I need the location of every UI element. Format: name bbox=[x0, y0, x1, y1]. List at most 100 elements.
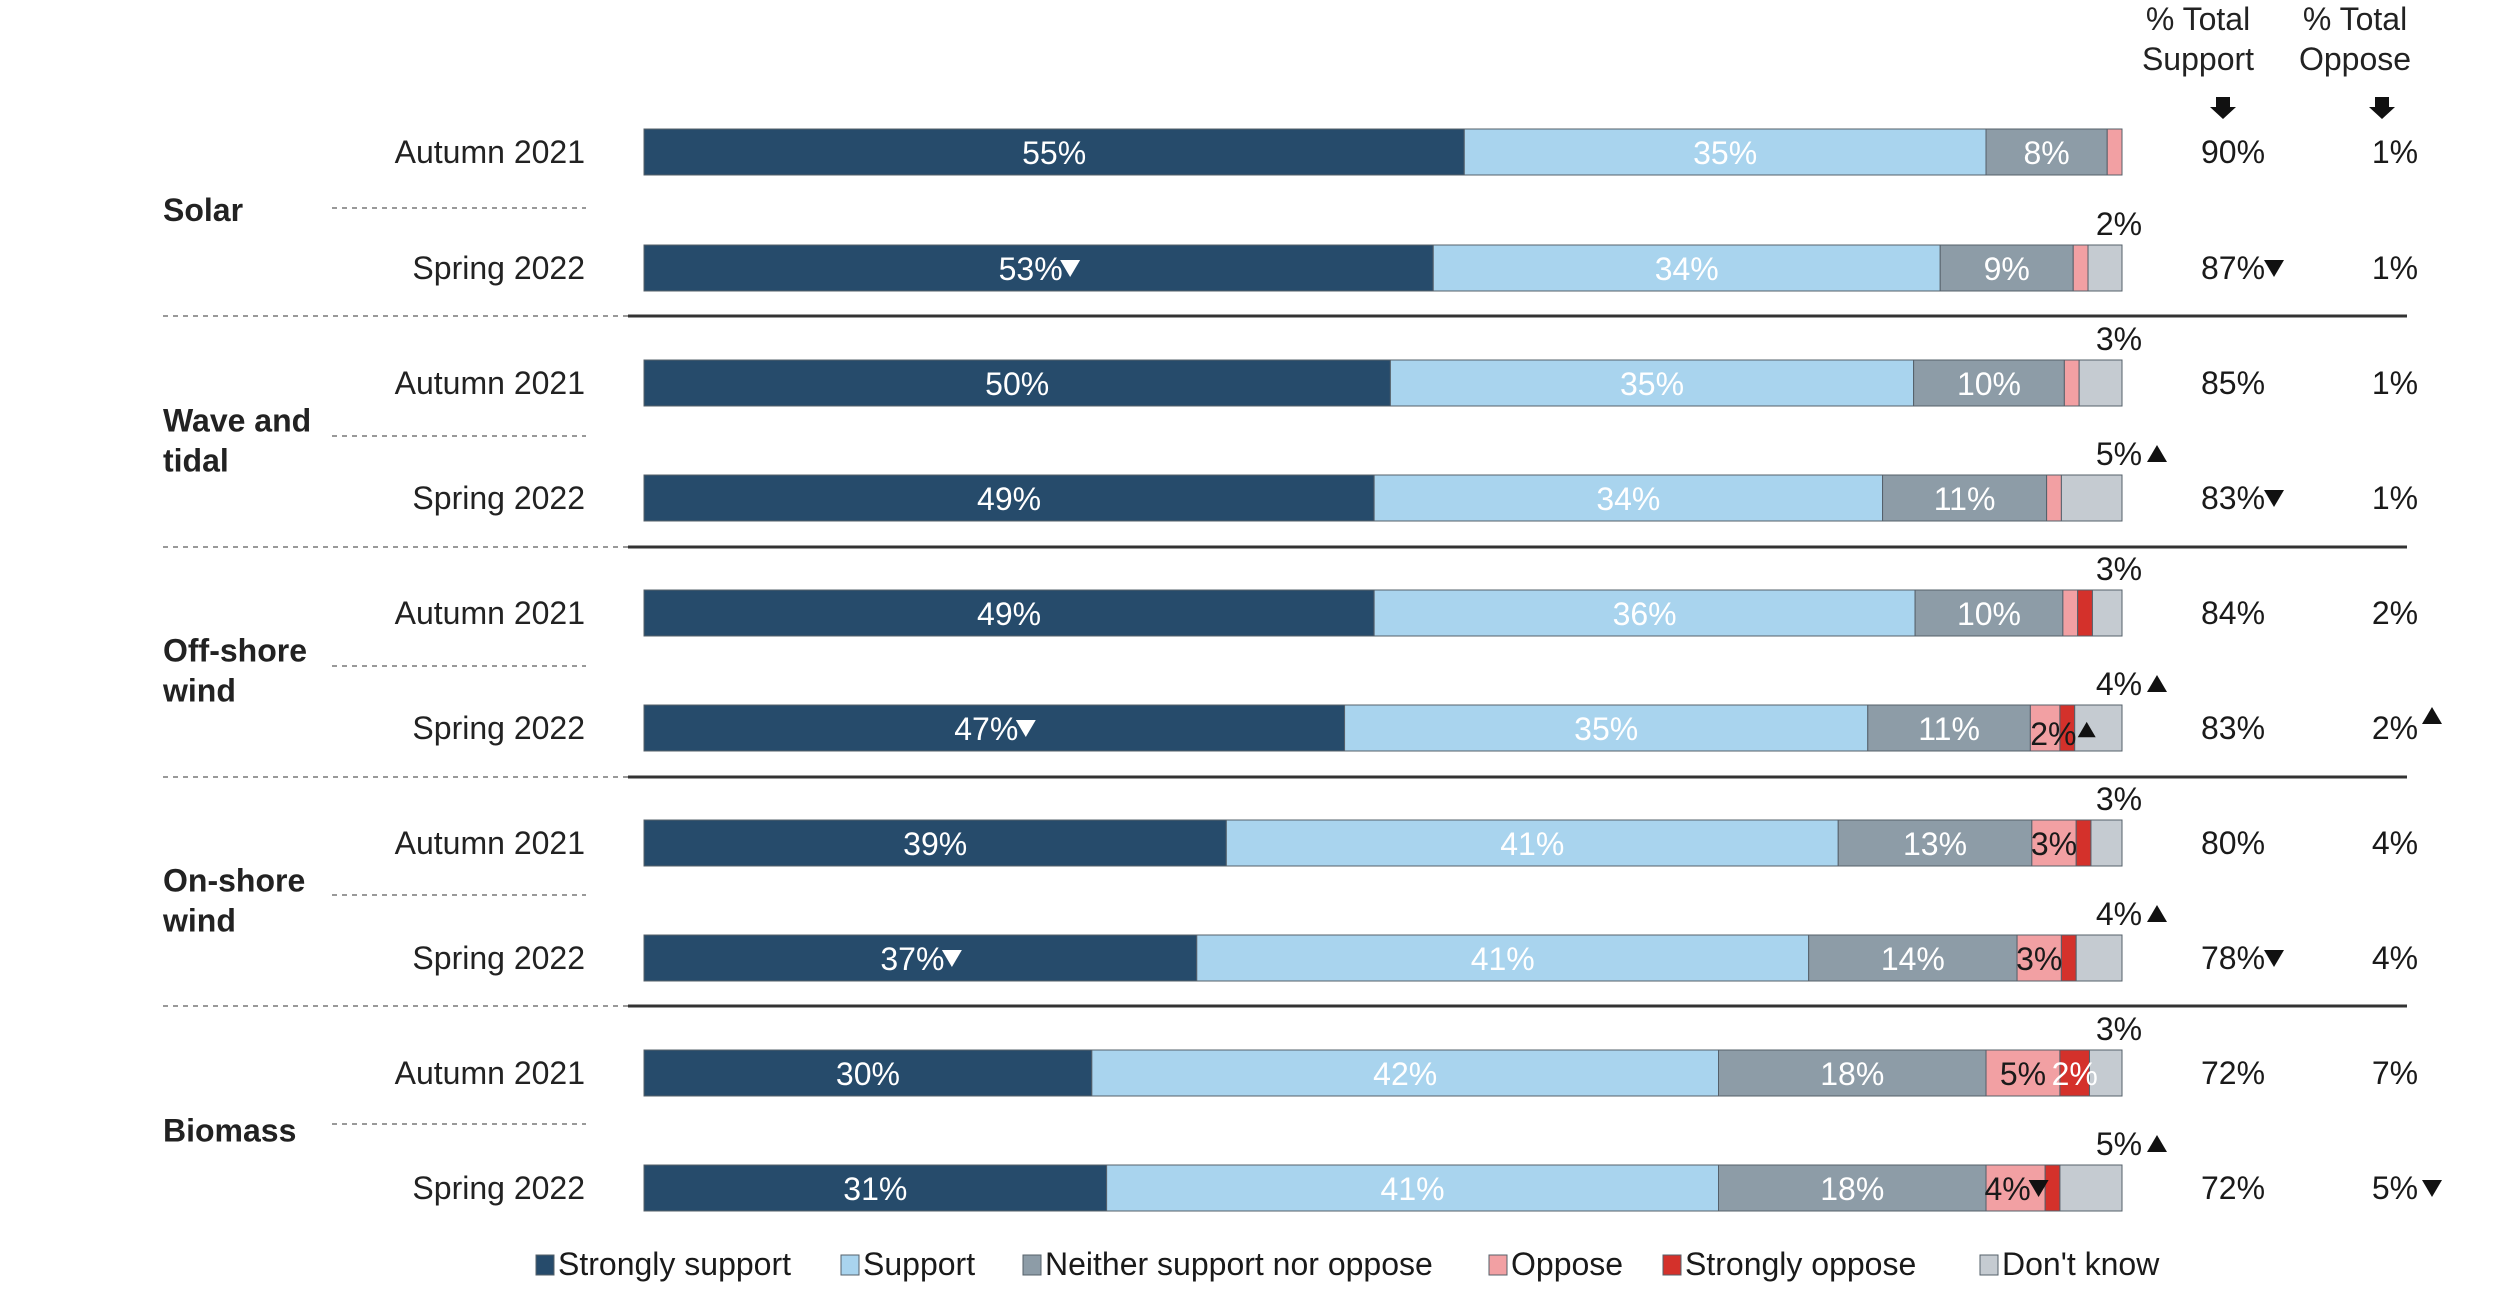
segment-label: 34% bbox=[1596, 481, 1660, 517]
segment-label: 36% bbox=[1613, 596, 1677, 632]
segment-label: 37% bbox=[880, 941, 944, 977]
legend-swatch bbox=[1022, 1254, 1042, 1276]
row-labels: Solar Autumn 2021 Spring 2022 Wave and tidal… bbox=[162, 134, 585, 1206]
bar-segment-don-t-know bbox=[2091, 589, 2123, 637]
segment-down-triangle-icon bbox=[941, 950, 962, 967]
bar-segment-neither-support-nor-oppose bbox=[1913, 359, 2065, 407]
bar-segment-oppose bbox=[2063, 359, 2080, 407]
bar-segment-strongly-support bbox=[643, 934, 1198, 982]
segment-label: 18% bbox=[1820, 1056, 1884, 1092]
legend-label: Support bbox=[863, 1246, 975, 1282]
segment-label: 49% bbox=[977, 596, 1041, 632]
period-label: Autumn 2021 bbox=[395, 595, 585, 631]
bar-segment-neither-support-nor-oppose bbox=[1837, 819, 2033, 867]
total-support-down-triangle-icon bbox=[2264, 950, 2284, 967]
bar-segment-don-t-know bbox=[2088, 1049, 2123, 1097]
total-oppose-up-triangle-icon bbox=[2422, 707, 2442, 724]
bar-segment-oppose bbox=[2106, 128, 2123, 176]
bars: 55% 35% 8% 53% 34% 9% 2% 50% 35% 10% 3% 49% 34% 11% 5%… bbox=[643, 128, 2167, 1212]
bar-segment-don-t-know bbox=[2090, 819, 2123, 867]
segment-down-triangle-icon bbox=[1060, 260, 1081, 277]
segment-label: 10% bbox=[1957, 596, 2021, 632]
dont-know-label: 3% bbox=[2096, 1011, 2142, 1047]
bar-segment-strongly-oppose bbox=[2077, 589, 2093, 637]
bar-segment-neither-support-nor-oppose bbox=[1914, 589, 2064, 637]
legend-label: Don't know bbox=[2002, 1246, 2160, 1282]
total-oppose-value: 1% bbox=[2372, 134, 2418, 170]
total-support-value: 72% bbox=[2201, 1170, 2265, 1206]
bar-segment-support bbox=[1373, 474, 1884, 522]
segment-label: 55% bbox=[1022, 135, 1086, 171]
segment-label: 13% bbox=[1903, 826, 1967, 862]
legend-swatch bbox=[840, 1254, 860, 1276]
dont-know-up-triangle-icon bbox=[2147, 905, 2167, 922]
bar-segment-strongly-oppose bbox=[2075, 819, 2092, 867]
dont-know-up-triangle-icon bbox=[2147, 1135, 2167, 1152]
dont-know-up-triangle-icon bbox=[2147, 445, 2167, 462]
strongly-oppose-label: 2% bbox=[2030, 716, 2076, 752]
bar-segment-oppose bbox=[2046, 474, 2062, 522]
bar-segment-strongly-support bbox=[643, 1049, 1093, 1097]
period-label: Spring 2022 bbox=[412, 1170, 585, 1206]
period-label: Autumn 2021 bbox=[395, 365, 585, 401]
total-oppose-header: % Total Oppose bbox=[2299, 1, 2411, 77]
bar-segment-neither-support-nor-oppose bbox=[1808, 934, 2018, 982]
total-oppose-value: 4% bbox=[2372, 825, 2418, 861]
bar-segment-neither-support-nor-oppose bbox=[1882, 474, 2048, 522]
legend-swatch bbox=[1662, 1254, 1682, 1276]
total-oppose-value: 1% bbox=[2372, 250, 2418, 286]
bar-segment-strongly-oppose bbox=[2060, 934, 2077, 982]
legend-label: Oppose bbox=[1511, 1246, 1623, 1282]
bar-segment-strongly-support bbox=[643, 359, 1391, 407]
total-oppose-value: 1% bbox=[2372, 480, 2418, 516]
total-support-value: 80% bbox=[2201, 825, 2265, 861]
segment-label: 50% bbox=[985, 366, 1049, 402]
segment-label: 41% bbox=[1381, 1171, 1445, 1207]
bar-segment-support bbox=[1106, 1164, 1720, 1212]
segment-label: 41% bbox=[1471, 941, 1535, 977]
total-support-down-triangle-icon bbox=[2264, 490, 2284, 507]
summary-headers: % Total Support % Total Oppose bbox=[2142, 1, 2411, 119]
group-label: Biomass bbox=[163, 1113, 296, 1149]
bar-segment-strongly-oppose bbox=[2044, 1164, 2061, 1212]
bar-segment-neither-support-nor-oppose bbox=[1939, 244, 2074, 292]
legend-swatch bbox=[535, 1254, 555, 1276]
bar-segment-support bbox=[1091, 1049, 1720, 1097]
bar-segment-oppose bbox=[1985, 1049, 2061, 1097]
total-support-value: 83% bbox=[2201, 480, 2265, 516]
legend-label: Neither support nor oppose bbox=[1045, 1246, 1433, 1282]
summary-columns: 90% 1% 87% 1% 85% 1% 83% 1% 84% 2% 83% 2% 80% 4% 78% 4%… bbox=[2201, 134, 2442, 1206]
segment-label: 31% bbox=[843, 1171, 907, 1207]
group-dividers bbox=[163, 207, 2407, 1125]
dont-know-label: 2% bbox=[2096, 206, 2142, 242]
segment-label: 34% bbox=[1655, 251, 1719, 287]
dont-know-label: 3% bbox=[2096, 551, 2142, 587]
total-oppose-value: 5% bbox=[2372, 1170, 2418, 1206]
group-label: Off-shore wind bbox=[162, 633, 307, 709]
bar-segment-strongly-support bbox=[643, 1164, 1108, 1212]
bar-segment-don-t-know bbox=[2060, 474, 2123, 522]
bar-segment-support bbox=[1389, 359, 1915, 407]
bar-segment-support bbox=[1344, 704, 1869, 752]
bar-segment-strongly-support bbox=[643, 589, 1375, 637]
total-support-value: 90% bbox=[2201, 134, 2265, 170]
segment-label: 9% bbox=[1984, 251, 2030, 287]
total-support-value: 78% bbox=[2201, 940, 2265, 976]
bar-segment-support bbox=[1196, 934, 1810, 982]
segment-label: 53% bbox=[999, 251, 1063, 287]
segment-label: 39% bbox=[903, 826, 967, 862]
oppose-arrow-down-icon bbox=[2369, 97, 2395, 119]
period-label: Spring 2022 bbox=[412, 480, 585, 516]
period-label: Autumn 2021 bbox=[395, 825, 585, 861]
bar-segment-strongly-support bbox=[643, 704, 1346, 752]
segment-label: 41% bbox=[1500, 826, 1564, 862]
segment-label: 30% bbox=[836, 1056, 900, 1092]
segment-label: 42% bbox=[1373, 1056, 1437, 1092]
bar-segment-support bbox=[1432, 244, 1941, 292]
dont-know-label: 3% bbox=[2096, 781, 2142, 817]
total-support-down-triangle-icon bbox=[2264, 260, 2284, 277]
segment-label: 2% bbox=[2052, 1056, 2098, 1092]
segment-label: 35% bbox=[1620, 366, 1684, 402]
total-oppose-down-triangle-icon bbox=[2422, 1180, 2442, 1197]
period-label: Spring 2022 bbox=[412, 250, 585, 286]
